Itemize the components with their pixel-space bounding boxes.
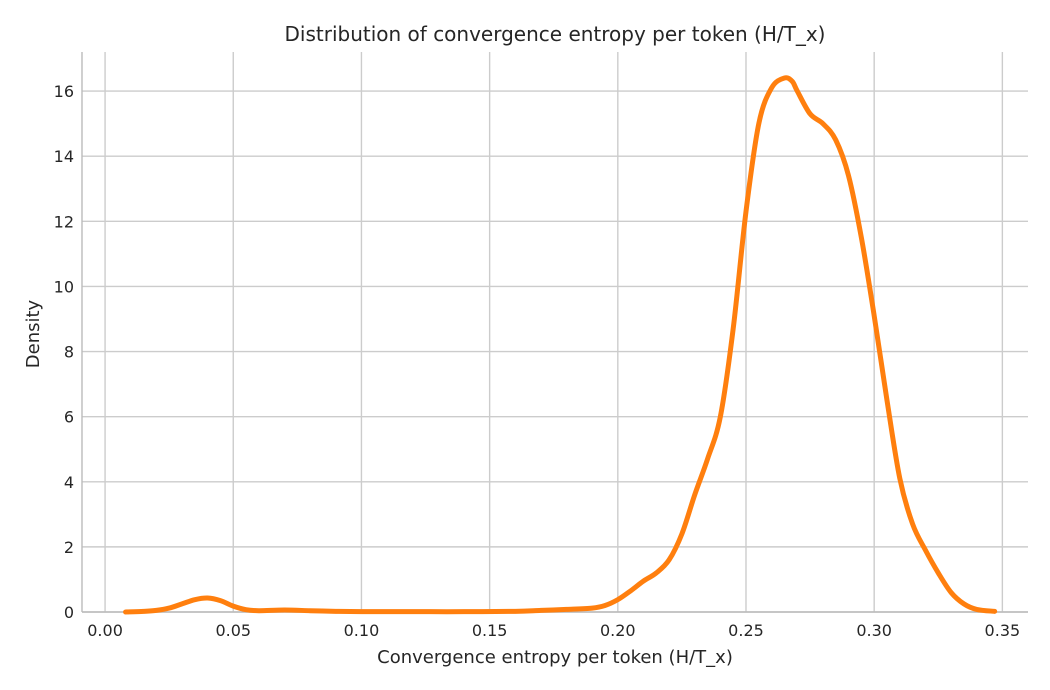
y-tick-label: 2 <box>64 538 74 557</box>
y-tick-label: 10 <box>54 277 74 296</box>
y-tick-label: 12 <box>54 212 74 231</box>
x-tick-label: 0.30 <box>856 621 892 640</box>
x-tick-label: 0.05 <box>215 621 251 640</box>
y-tick-label: 8 <box>64 343 74 362</box>
x-axis-label: Convergence entropy per token (H/T_x) <box>377 647 733 668</box>
y-tick-label: 4 <box>64 473 74 492</box>
density-curve <box>123 75 998 615</box>
y-tick-label: 0 <box>64 603 74 622</box>
x-tick-label: 0.20 <box>600 621 636 640</box>
x-tick-label: 0.25 <box>728 621 764 640</box>
x-tick-label: 0.15 <box>472 621 508 640</box>
x-tick-label: 0.10 <box>344 621 380 640</box>
x-tick-label: 0.00 <box>87 621 123 640</box>
x-tick-label: 0.35 <box>985 621 1021 640</box>
y-tick-labels: 0 2 4 6 8 10 12 14 16 <box>54 82 74 622</box>
y-tick-label: 6 <box>64 408 74 427</box>
y-tick-label: 16 <box>54 82 74 101</box>
y-gridlines <box>82 90 1028 613</box>
x-gridlines <box>104 52 1004 612</box>
x-tick-labels: 0.00 0.05 0.10 0.15 0.20 0.25 0.30 0.35 <box>87 621 1020 640</box>
y-axis-label: Density <box>23 299 44 368</box>
y-tick-label: 14 <box>54 147 74 166</box>
chart-title: Distribution of convergence entropy per … <box>285 22 826 46</box>
